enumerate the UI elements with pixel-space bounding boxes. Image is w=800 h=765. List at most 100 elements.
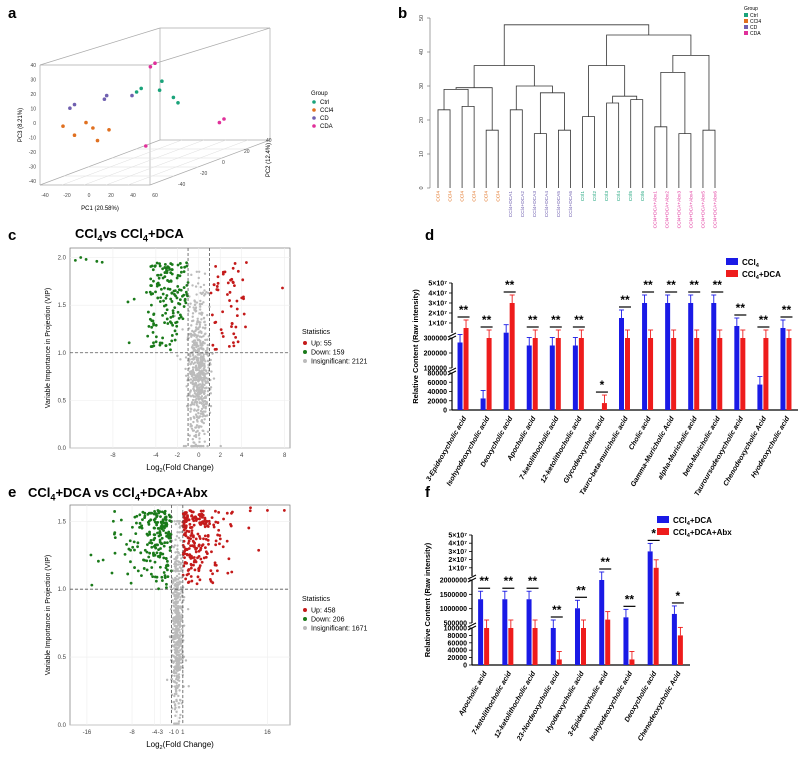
down-point bbox=[168, 287, 172, 291]
down-point bbox=[156, 554, 160, 558]
ns-point bbox=[206, 359, 210, 363]
bar bbox=[623, 617, 629, 665]
up-point bbox=[194, 547, 198, 551]
ns-point bbox=[184, 356, 188, 359]
down-point bbox=[165, 582, 168, 586]
up-point bbox=[187, 547, 191, 550]
leaf-label: CCl4+DCA2 bbox=[520, 191, 526, 218]
down-point bbox=[169, 348, 172, 352]
ns-point bbox=[199, 285, 202, 289]
up-point bbox=[214, 543, 218, 547]
legend-marker bbox=[303, 350, 307, 354]
up-point bbox=[219, 328, 223, 332]
ns-point bbox=[199, 312, 203, 315]
up-point bbox=[266, 509, 269, 512]
leaf-label: CCl4+DCA6 bbox=[568, 191, 574, 218]
category-label: Chenodeoxycholic Acid bbox=[723, 415, 769, 488]
ns-point bbox=[199, 291, 202, 295]
ns-point bbox=[190, 319, 194, 323]
down-point bbox=[173, 338, 177, 342]
pca-point bbox=[72, 102, 77, 107]
bar bbox=[605, 619, 611, 665]
down-point bbox=[128, 539, 132, 543]
y-tick-label: 1×10⁷ bbox=[428, 321, 447, 328]
down-point bbox=[151, 331, 155, 334]
legend-title: Statistics bbox=[302, 596, 331, 603]
down-point bbox=[165, 524, 168, 528]
down-point bbox=[152, 518, 156, 522]
down-point bbox=[159, 547, 162, 550]
down-point bbox=[131, 545, 135, 549]
leaf-label: Ctrl4 bbox=[616, 191, 622, 201]
ns-point bbox=[204, 323, 207, 327]
ns-point bbox=[173, 708, 177, 711]
pca-point bbox=[144, 144, 148, 148]
y-tick-label: 60000 bbox=[448, 640, 468, 647]
ns-point bbox=[174, 567, 177, 570]
down-point bbox=[152, 554, 156, 557]
floor-grid-line bbox=[127, 139, 249, 186]
ns-point bbox=[196, 357, 200, 360]
ns-point bbox=[203, 383, 206, 387]
ns-point bbox=[176, 354, 179, 358]
ns-point bbox=[198, 386, 201, 389]
down-point bbox=[135, 521, 138, 525]
down-point bbox=[167, 513, 171, 517]
ns-point bbox=[177, 706, 181, 709]
panel-letter-c: c bbox=[8, 227, 16, 244]
ns-point bbox=[184, 374, 188, 377]
down-point bbox=[163, 321, 166, 325]
ns-point bbox=[179, 358, 182, 361]
legend-label: Down: 159 bbox=[311, 350, 345, 357]
y-tick-label: -40 bbox=[29, 179, 36, 185]
up-point bbox=[218, 542, 221, 546]
up-point bbox=[191, 539, 195, 543]
up-point bbox=[245, 261, 248, 264]
ns-point bbox=[206, 393, 210, 397]
ns-point bbox=[189, 407, 192, 410]
ns-point bbox=[172, 591, 175, 595]
bar bbox=[502, 599, 508, 665]
down-point bbox=[166, 575, 170, 579]
up-point bbox=[187, 542, 190, 545]
significance-label: ** bbox=[459, 303, 469, 317]
ns-point bbox=[202, 353, 205, 356]
ns-point bbox=[178, 592, 182, 595]
up-point bbox=[189, 566, 193, 570]
y-tick-label: 10 bbox=[30, 107, 36, 113]
up-point bbox=[236, 269, 240, 273]
down-point bbox=[154, 290, 157, 294]
up-point bbox=[232, 341, 235, 345]
down-point bbox=[176, 291, 180, 294]
x-tick-label: -16 bbox=[83, 730, 92, 736]
ns-point bbox=[205, 350, 208, 353]
ns-point bbox=[195, 415, 199, 419]
up-point bbox=[197, 567, 201, 571]
up-point bbox=[242, 312, 246, 316]
down-point bbox=[164, 267, 168, 270]
ns-point bbox=[193, 389, 196, 393]
leaf-label: Ctrl1 bbox=[580, 191, 586, 201]
down-point bbox=[164, 344, 168, 348]
ns-point bbox=[175, 620, 179, 624]
ns-point bbox=[179, 596, 182, 599]
down-point bbox=[168, 546, 172, 549]
ns-point bbox=[177, 646, 180, 650]
y-tick-label: 20000 bbox=[428, 398, 448, 405]
ns-point bbox=[192, 362, 195, 365]
ns-point bbox=[199, 378, 202, 381]
down-point bbox=[183, 265, 187, 269]
x-tick-label: -2 bbox=[175, 453, 181, 459]
ns-point bbox=[190, 444, 193, 448]
pca-point bbox=[72, 133, 77, 137]
ns-point bbox=[205, 291, 208, 294]
y-tick-label: 0 bbox=[443, 408, 447, 415]
ns-point bbox=[194, 326, 198, 329]
down-point bbox=[136, 545, 139, 549]
up-point bbox=[188, 522, 192, 526]
up-point bbox=[233, 262, 237, 265]
y-tick-label: 1.0 bbox=[58, 587, 67, 593]
y-axis-label: Variable Importance in Projection (VIP) bbox=[45, 555, 52, 675]
down-point bbox=[84, 258, 88, 261]
down-point bbox=[185, 264, 189, 268]
